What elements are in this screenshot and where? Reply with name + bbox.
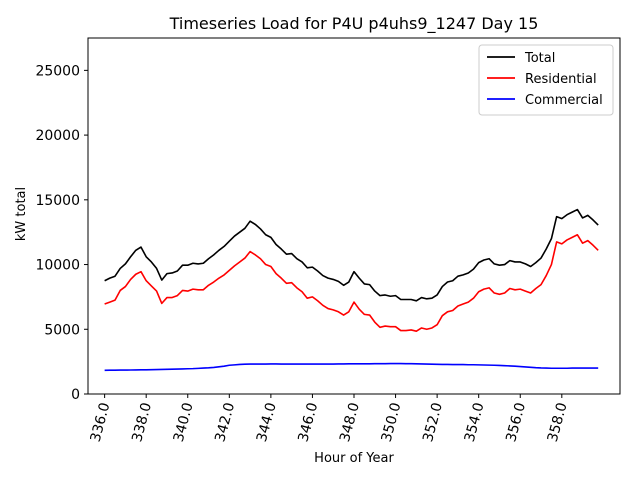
y-axis-label: kW total	[14, 187, 29, 241]
y-tick-label: 20000	[35, 128, 80, 144]
y-tick-label: 5000	[44, 322, 80, 338]
legend-box	[478, 44, 614, 116]
series-line-residential	[104, 233, 599, 333]
y-tick-label: 25000	[35, 63, 80, 79]
series-line-total	[104, 208, 599, 302]
series-line-commercial	[104, 362, 599, 372]
legend-label-commercial: Commercial	[525, 93, 603, 108]
legend-label-total: Total	[524, 51, 555, 66]
x-axis-label: Hour of Year	[314, 451, 394, 466]
y-tick-label: 15000	[35, 193, 80, 209]
y-tick-label: 10000	[35, 258, 80, 274]
legend: Total Residential Commercial	[478, 44, 614, 116]
series-layer	[104, 208, 599, 372]
y-tick-label: 0	[71, 387, 80, 403]
legend-label-residential: Residential	[525, 72, 597, 87]
chart-title: Timeseries Load for P4U p4uhs9_1247 Day …	[169, 14, 539, 34]
